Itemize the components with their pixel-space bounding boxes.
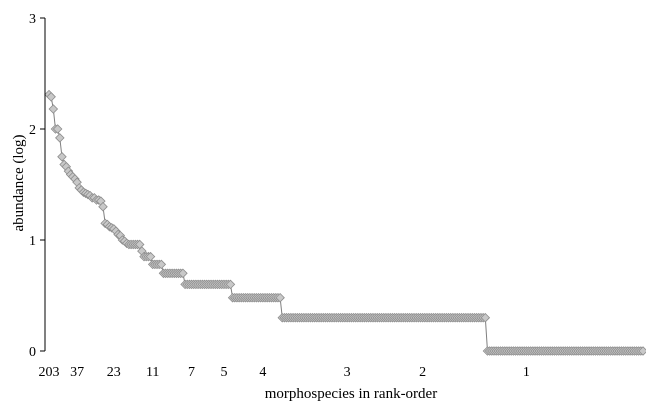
- x-tick-label: 7: [188, 365, 195, 380]
- x-axis-title: morphospecies in rank-order: [265, 386, 437, 402]
- y-axis-title: abundance (log): [11, 134, 27, 231]
- series-line-group: [48, 94, 643, 352]
- x-tick-label: 3: [344, 365, 351, 380]
- x-tick-label: 37: [70, 365, 84, 380]
- data-point-marker: [48, 104, 59, 114]
- x-tick-label: 203: [39, 365, 60, 380]
- data-point-marker: [145, 251, 156, 262]
- x-tick-label: 23: [107, 365, 121, 380]
- data-point-marker: [52, 124, 63, 134]
- y-tick-label: 3: [29, 12, 36, 27]
- x-tick-label: 1: [523, 365, 530, 380]
- data-point-marker: [98, 201, 108, 212]
- y-tick-label: 0: [29, 345, 36, 360]
- data-point-marker: [480, 312, 491, 323]
- series-marker-group: [44, 89, 646, 356]
- data-point-marker: [57, 151, 67, 162]
- y-tick-label: 2: [29, 123, 36, 138]
- data-point-marker: [46, 92, 56, 102]
- y-tick-group: 0 1 2 3: [29, 12, 45, 360]
- x-tick-label: 2: [419, 365, 426, 380]
- x-tick-label: 5: [220, 365, 227, 380]
- data-point-marker: [178, 268, 188, 279]
- data-point-marker: [225, 279, 236, 290]
- data-point-marker: [156, 259, 167, 270]
- x-tick-label: 4: [259, 365, 266, 380]
- x-tick-group: 203 37 23 11 7 5 4 3 2 1: [39, 365, 530, 380]
- series-line: [48, 94, 643, 352]
- data-point-marker: [275, 292, 285, 303]
- data-point-marker: [55, 133, 65, 143]
- y-tick-label: 1: [29, 234, 36, 249]
- x-tick-label: 11: [146, 365, 159, 380]
